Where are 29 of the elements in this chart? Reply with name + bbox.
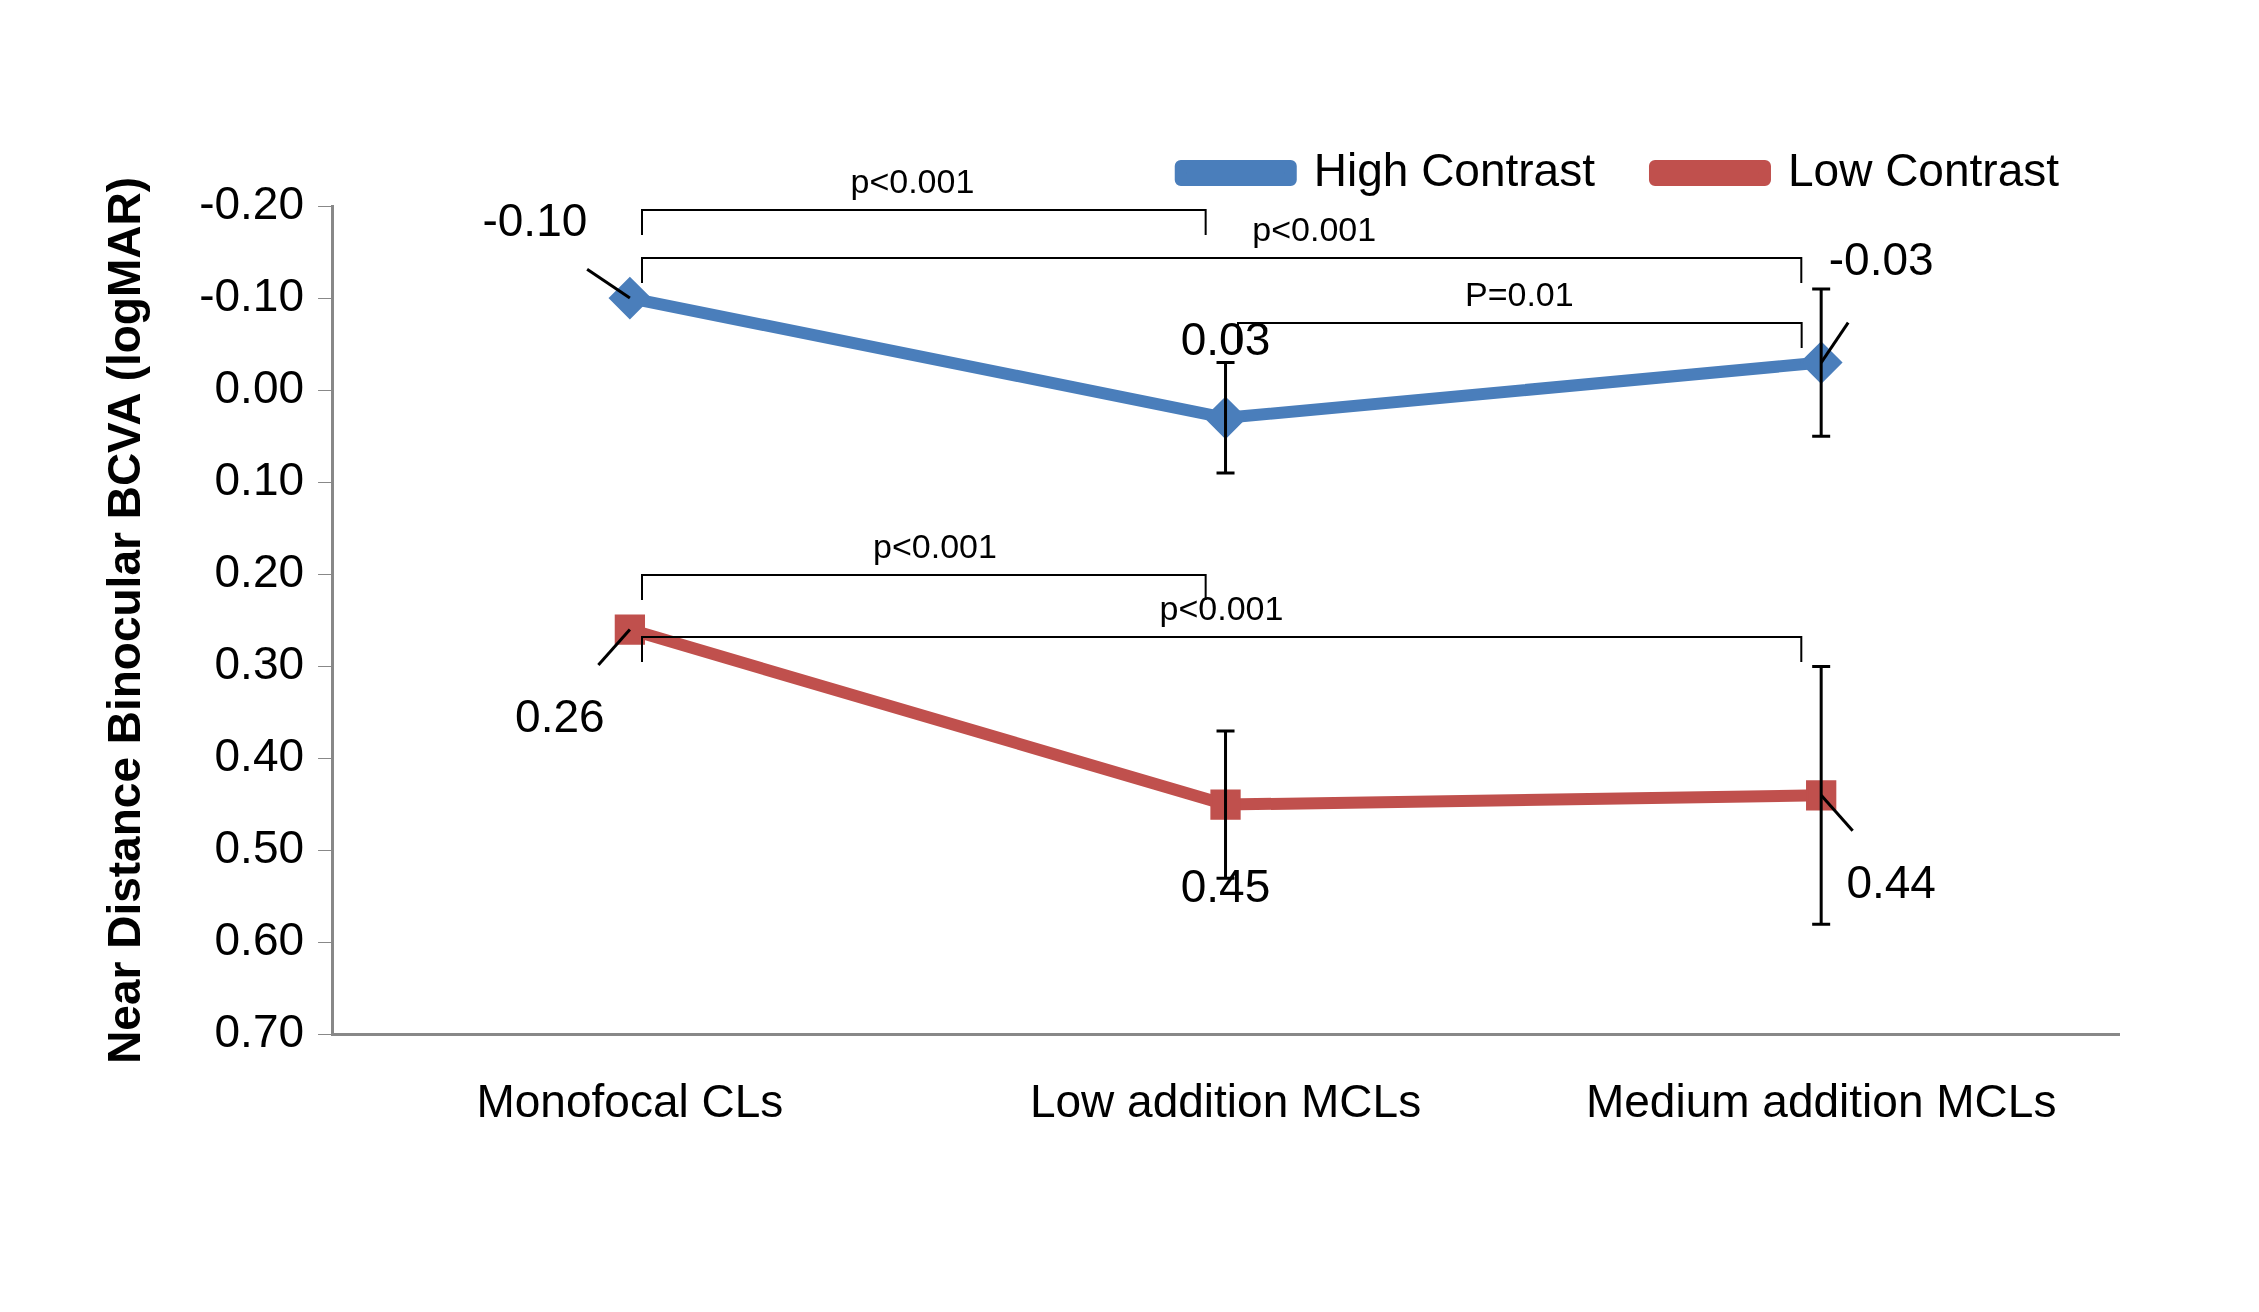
text: p<0.001 <box>850 161 975 201</box>
y-tick-label: 0.10 <box>214 452 305 505</box>
point <box>614 614 646 645</box>
annotation: p<0.001 <box>1159 589 1284 629</box>
x-tick-label: Medium addition MCLs <box>1585 1075 2057 1128</box>
data-label: 0.26 <box>515 690 605 743</box>
y-tick-label: 0.60 <box>214 913 305 966</box>
annotation: p<0.001 <box>1252 209 1377 249</box>
data-label: 0.03 <box>1180 313 1271 366</box>
data-label: 0.45 <box>1180 860 1271 913</box>
y-tick-label: 0.50 <box>214 821 305 874</box>
point <box>608 277 651 320</box>
legend-label: High Contrast <box>1313 143 1596 196</box>
x-tick-label: Low addition MCLs <box>1029 1075 1422 1128</box>
x-tick-label: Monofocal CLs <box>476 1075 784 1128</box>
y-tick-label: 0.30 <box>214 637 305 690</box>
y-tick-label: 0.20 <box>214 545 305 598</box>
data-label: -0.03 <box>1828 233 1934 286</box>
data-label: 0.44 <box>1846 856 1936 909</box>
data-label: -0.10 <box>482 193 588 246</box>
y-tick-label: 0.00 <box>214 360 305 413</box>
legend-label: Low Contrast <box>1787 143 2060 196</box>
annotation: P=0.01 <box>1464 275 1574 315</box>
y-tick-label: -0.20 <box>199 176 305 229</box>
y-tick-label: 0.40 <box>214 729 305 782</box>
y-axis-title: Near Distance Binocular BCVA (logMAR) <box>98 176 151 1064</box>
y-tick-label: -0.10 <box>199 268 305 321</box>
annotation: p<0.001 <box>873 527 997 567</box>
y-tick-label: 0.70 <box>214 1005 305 1058</box>
